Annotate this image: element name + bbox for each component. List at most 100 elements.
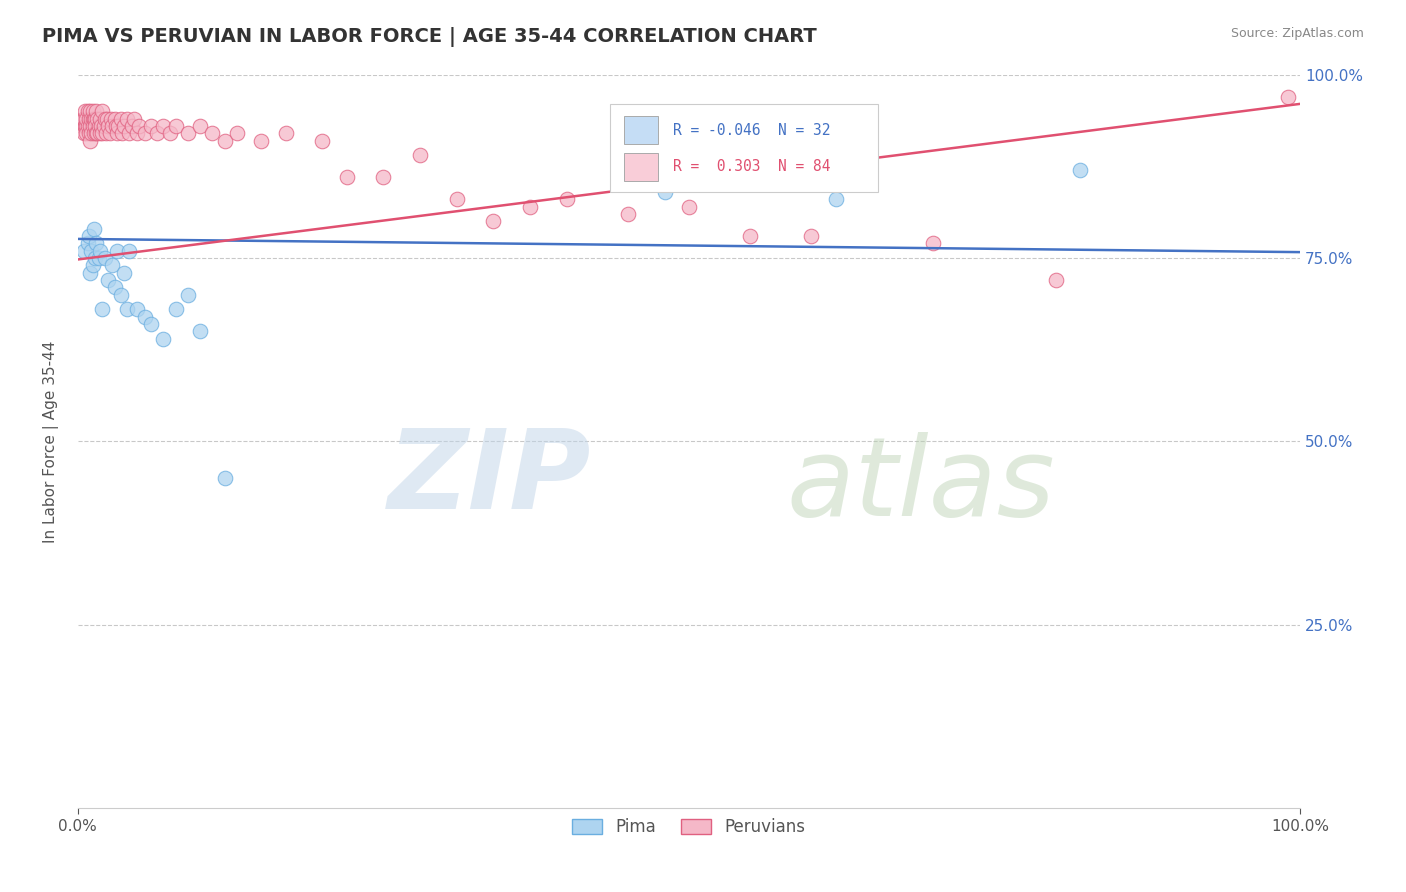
Point — [80, 126, 103, 140]
Point — [115, 112, 138, 126]
Point — [98, 126, 121, 140]
Point — [75, 104, 97, 119]
Point — [82, 112, 104, 126]
Point — [86, 126, 108, 140]
Point — [678, 200, 700, 214]
Point — [274, 126, 297, 140]
Point — [112, 266, 135, 280]
Point — [134, 310, 156, 324]
Point — [76, 119, 98, 133]
Point — [225, 126, 247, 140]
Point — [103, 112, 125, 126]
Point — [1045, 273, 1067, 287]
Point — [89, 112, 111, 126]
Point — [125, 302, 148, 317]
Point — [373, 170, 395, 185]
Point — [738, 229, 761, 244]
Point — [111, 126, 134, 140]
Point — [1069, 163, 1091, 178]
Point — [97, 273, 120, 287]
Point — [409, 148, 432, 162]
Text: Source: ZipAtlas.com: Source: ZipAtlas.com — [1230, 27, 1364, 40]
Point — [146, 126, 169, 140]
Point — [72, 112, 94, 126]
Point — [87, 251, 110, 265]
Point — [80, 244, 103, 258]
Point — [91, 126, 114, 140]
Point — [250, 134, 273, 148]
Point — [115, 302, 138, 317]
Point — [90, 119, 112, 133]
Point — [79, 104, 101, 119]
Point — [89, 244, 111, 258]
Point — [70, 119, 93, 133]
Point — [84, 126, 107, 140]
Point — [141, 119, 163, 133]
Point — [79, 134, 101, 148]
Point — [73, 126, 96, 140]
Point — [75, 126, 97, 140]
Point — [188, 119, 211, 133]
Point — [152, 332, 174, 346]
Point — [128, 119, 150, 133]
Point — [79, 266, 101, 280]
Point — [800, 229, 823, 244]
Point — [76, 104, 98, 119]
Point — [177, 287, 200, 301]
Point — [141, 317, 163, 331]
Point — [84, 104, 107, 119]
Y-axis label: In Labor Force | Age 35-44: In Labor Force | Age 35-44 — [44, 340, 59, 542]
Point — [94, 112, 117, 126]
Text: atlas: atlas — [787, 432, 1056, 539]
Point — [188, 325, 211, 339]
Point — [83, 112, 105, 126]
FancyBboxPatch shape — [624, 116, 658, 145]
Point — [446, 192, 468, 206]
Point — [80, 112, 103, 126]
Point — [101, 119, 124, 133]
Point — [336, 170, 359, 185]
Point — [654, 185, 676, 199]
Point — [118, 126, 141, 140]
Point — [83, 221, 105, 235]
Point — [82, 119, 104, 133]
Point — [103, 280, 125, 294]
Point — [97, 119, 120, 133]
Point — [86, 112, 108, 126]
Point — [77, 126, 100, 140]
Point — [77, 112, 100, 126]
Point — [96, 112, 118, 126]
Point — [214, 471, 236, 485]
Point — [112, 119, 135, 133]
Point — [79, 119, 101, 133]
Point — [519, 200, 541, 214]
Text: PIMA VS PERUVIAN IN LABOR FORCE | AGE 35-44 CORRELATION CHART: PIMA VS PERUVIAN IN LABOR FORCE | AGE 35… — [42, 27, 817, 46]
Point — [177, 126, 200, 140]
Point — [125, 126, 148, 140]
Point — [73, 244, 96, 258]
Point — [75, 112, 97, 126]
Point — [77, 229, 100, 244]
Point — [617, 207, 640, 221]
Point — [110, 287, 132, 301]
Point — [104, 119, 127, 133]
Point — [214, 134, 236, 148]
Text: R = -0.046  N = 32: R = -0.046 N = 32 — [673, 123, 831, 137]
Point — [84, 251, 107, 265]
Point — [110, 112, 132, 126]
Point — [122, 112, 145, 126]
Point — [105, 126, 128, 140]
Text: ZIP: ZIP — [388, 425, 591, 532]
Point — [84, 119, 107, 133]
Point — [93, 119, 115, 133]
Point — [134, 126, 156, 140]
Point — [91, 104, 114, 119]
FancyBboxPatch shape — [624, 153, 658, 181]
Point — [555, 192, 578, 206]
Point — [82, 104, 104, 119]
Point — [84, 112, 107, 126]
Point — [94, 126, 117, 140]
Point — [83, 126, 105, 140]
Point — [94, 251, 117, 265]
Point — [75, 119, 97, 133]
